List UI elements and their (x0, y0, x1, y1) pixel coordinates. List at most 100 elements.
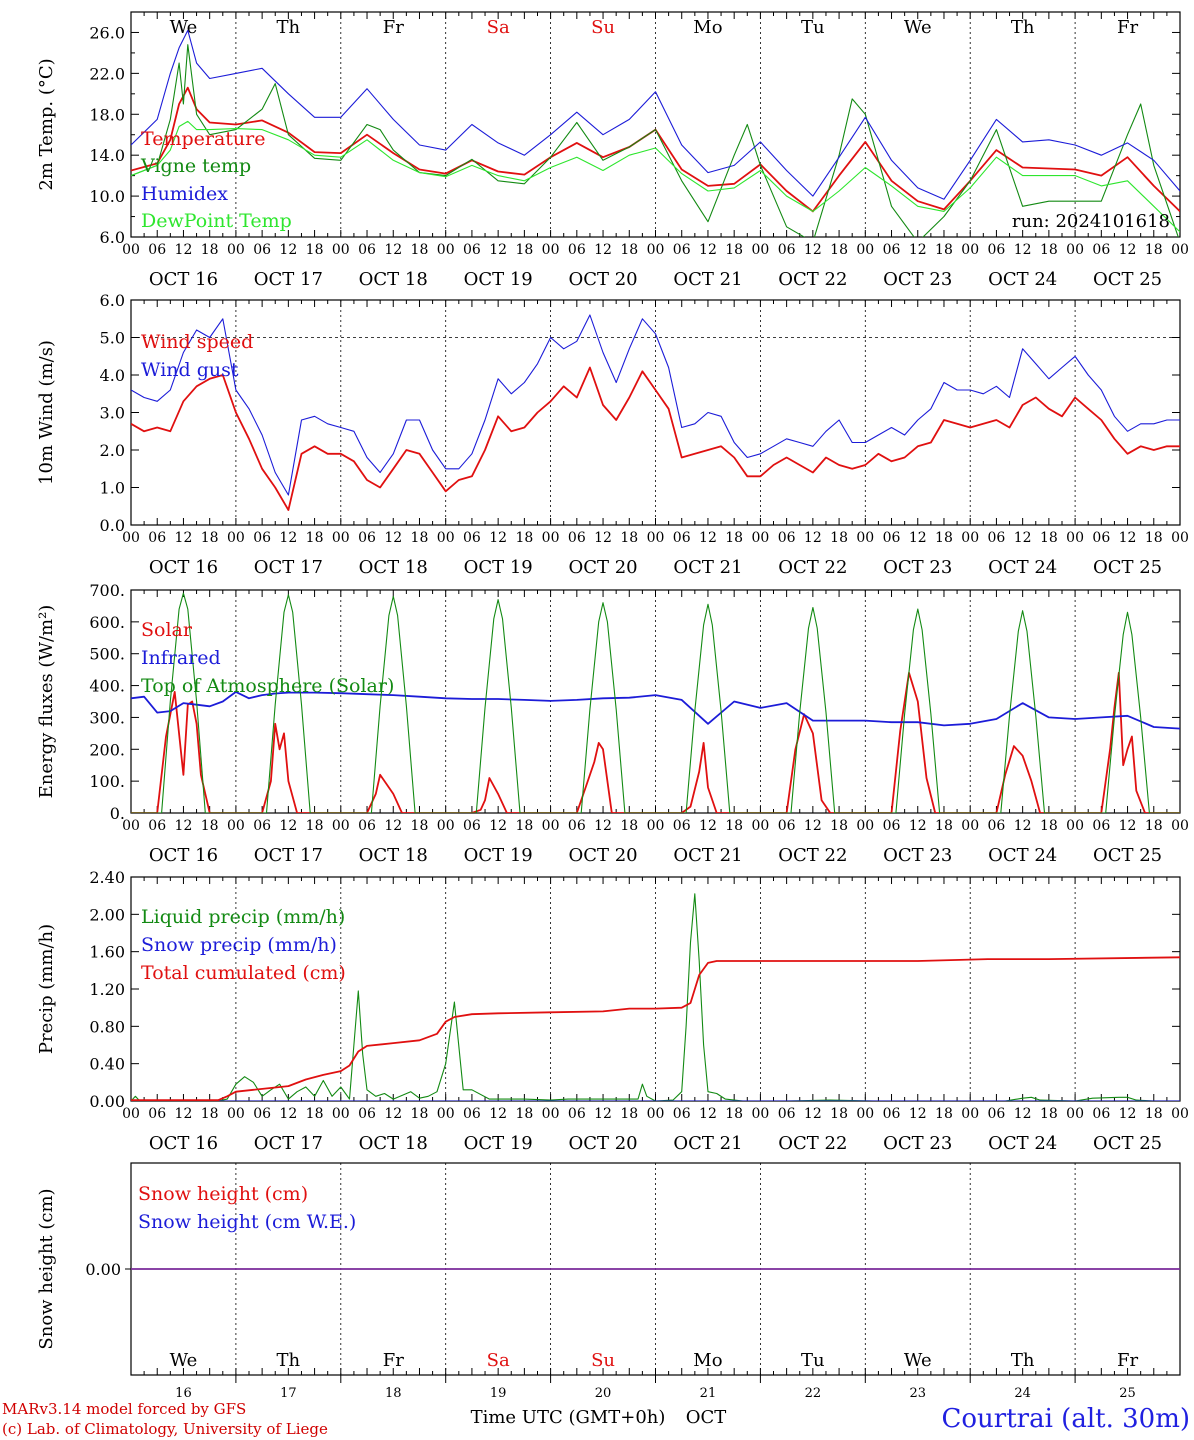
hour-tick-label: 12 (1119, 1106, 1137, 1122)
hour-tick-label: 06 (988, 242, 1006, 258)
hour-tick-label: 00 (437, 530, 455, 546)
hour-tick-label: 12 (594, 818, 612, 834)
hour-tick-label: 00 (332, 530, 350, 546)
date-label: OCT 24 (988, 1133, 1057, 1154)
hour-tick-label: 06 (253, 242, 271, 258)
hour-tick-label: 06 (463, 1106, 481, 1122)
hour-tick-label: 18 (830, 818, 848, 834)
date-label: OCT 20 (568, 1133, 637, 1154)
date-label: OCT 19 (464, 845, 533, 866)
hour-tick-label: 00 (1066, 1106, 1084, 1122)
date-label: OCT 24 (988, 845, 1057, 866)
hour-tick-label: 00 (437, 818, 455, 834)
y-axis-label: 2m Temp. (°C) (36, 58, 57, 190)
hour-tick-label: 18 (620, 818, 638, 834)
hour-tick-label: 00 (332, 818, 350, 834)
hour-tick-label: 00 (751, 242, 769, 258)
weekday-label: Fr (383, 1350, 404, 1371)
hour-tick-label: 12 (804, 1106, 822, 1122)
y-tick-label: 6.0 (100, 228, 125, 247)
hour-tick-label: 00 (751, 530, 769, 546)
hour-tick-label: 18 (515, 1106, 533, 1122)
hour-tick-label: 06 (568, 242, 586, 258)
hour-tick-label: 00 (856, 242, 874, 258)
weekday-label: Tu (801, 17, 825, 38)
date-label: OCT 16 (149, 269, 218, 290)
y-tick-label: 26.0 (89, 23, 125, 42)
y-tick-label: 400. (89, 677, 125, 696)
chart-panel-3: 0. 100. 200. 300. 400. 500. 600. 700. Energy flu… (36, 581, 1189, 866)
chart-panel-1: 6.0 10.0 14.0 18.0 22.0 26.0 2m Temp. (°C) 00 06… (36, 11, 1189, 290)
weekday-label: Su (591, 17, 615, 38)
y-tick-label: 3.0 (100, 404, 125, 423)
hour-tick-label: 12 (489, 242, 507, 258)
day-number-label: 18 (385, 1386, 402, 1401)
hour-tick-label: 12 (489, 530, 507, 546)
y-tick-label: 1.0 (100, 479, 125, 498)
hour-tick-label: 18 (306, 530, 324, 546)
hour-tick-label: 12 (489, 1106, 507, 1122)
hour-tick-label: 12 (699, 818, 717, 834)
hour-tick-label: 00 (856, 1106, 874, 1122)
series-line-2 (131, 44, 1179, 237)
day-number-label: 19 (490, 1386, 507, 1401)
hour-tick-label: 18 (620, 1106, 638, 1122)
hour-tick-label: 18 (620, 530, 638, 546)
hour-tick-label: 00 (122, 242, 140, 258)
hour-tick-label: 18 (725, 530, 743, 546)
hour-tick-label: 00 (542, 818, 560, 834)
weekday-label: We (904, 17, 932, 38)
hour-tick-label: 00 (647, 242, 665, 258)
y-tick-label: 0.40 (89, 1055, 125, 1074)
y-tick-label: 1.60 (89, 943, 125, 962)
station-name: Courtrai (alt. 30m) (942, 1404, 1191, 1434)
date-label: OCT 17 (254, 1133, 323, 1154)
weekday-label: Tu (801, 1350, 825, 1371)
y-tick-label: 0.0 (100, 516, 125, 535)
y-tick-label: 0.00 (89, 1092, 125, 1111)
date-label: OCT 24 (988, 557, 1057, 578)
hour-tick-label: 00 (1066, 242, 1084, 258)
hour-tick-label: 12 (279, 1106, 297, 1122)
date-label: OCT 25 (1093, 845, 1162, 866)
weekday-label: We (170, 17, 198, 38)
date-label: OCT 24 (988, 269, 1057, 290)
y-tick-label: 200. (89, 740, 125, 759)
hour-tick-label: 12 (699, 530, 717, 546)
series-line-2 (131, 691, 1180, 730)
hour-tick-label: 12 (175, 530, 193, 546)
hour-tick-label: 18 (620, 242, 638, 258)
date-label: OCT 21 (673, 1133, 742, 1154)
hour-tick-label: 00 (961, 242, 979, 258)
hour-tick-label: 12 (594, 530, 612, 546)
date-label: OCT 19 (464, 557, 533, 578)
hour-tick-label: 12 (175, 1106, 193, 1122)
hour-tick-label: 00 (332, 1106, 350, 1122)
hour-tick-label: 18 (201, 1106, 219, 1122)
date-label: OCT 22 (778, 845, 847, 866)
series-group (131, 592, 1180, 813)
date-label: OCT 21 (673, 845, 742, 866)
hour-tick-label: 18 (830, 530, 848, 546)
hour-tick-label: 06 (988, 530, 1006, 546)
legend-entry: Wind speed (141, 331, 253, 353)
hour-tick-label: 06 (148, 530, 166, 546)
hour-tick-label: 06 (148, 242, 166, 258)
hour-tick-label: 06 (463, 530, 481, 546)
hour-tick-label: 00 (1171, 530, 1189, 546)
hour-tick-label: 12 (804, 530, 822, 546)
weekday-label: Fr (1117, 17, 1138, 38)
hour-tick-label: 18 (935, 1106, 953, 1122)
hour-tick-label: 12 (1119, 242, 1137, 258)
hour-tick-label: 06 (778, 818, 796, 834)
legend-entry: Snow height (cm) (138, 1183, 308, 1205)
date-label: OCT 22 (778, 1133, 847, 1154)
hour-tick-label: 00 (1171, 818, 1189, 834)
series-group (131, 893, 1180, 1101)
day-number-label: 24 (1014, 1386, 1031, 1401)
day-number-label: 25 (1119, 1386, 1136, 1401)
hour-tick-label: 12 (279, 530, 297, 546)
hour-tick-label: 18 (306, 1106, 324, 1122)
hour-tick-label: 12 (804, 242, 822, 258)
hour-tick-label: 06 (358, 530, 376, 546)
